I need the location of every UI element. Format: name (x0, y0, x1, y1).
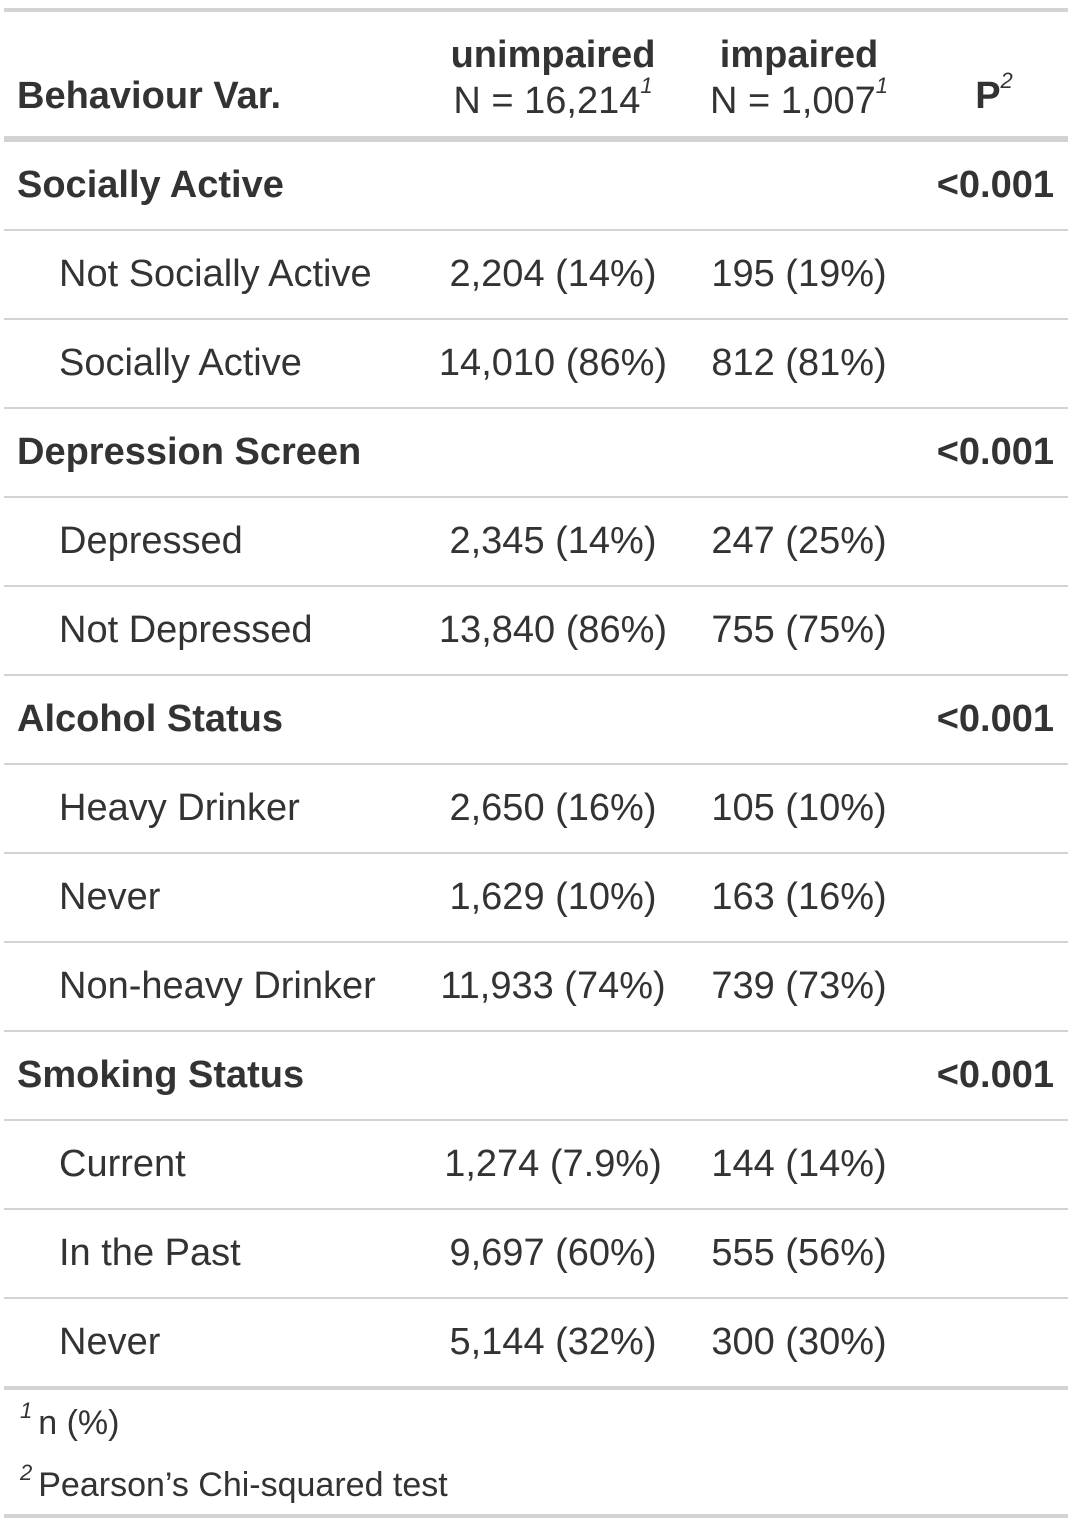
p-value-header: P2 (919, 70, 1069, 118)
level-label: Current (59, 1143, 186, 1185)
level-label: Not Depressed (59, 609, 313, 651)
footnote-text: n (%) (38, 1404, 120, 1442)
unimpaired-cell: 9,697 (60%) (449, 1232, 657, 1274)
p-value: <0.001 (936, 1054, 1054, 1096)
top-rule (4, 8, 1068, 12)
table-row: Heavy Drinker 2,650 (16%) 105 (10%) (4, 763, 1068, 852)
table-row: Current 1,274 (7.9%) 144 (14%) (4, 1119, 1068, 1208)
footnote-mark: 2 (1000, 68, 1013, 93)
impaired-cell: 812 (81%) (711, 342, 887, 384)
table-row: Non-heavy Drinker 11,933 (74%) 739 (73%) (4, 941, 1068, 1030)
impaired-cell: 247 (25%) (711, 520, 887, 562)
unimpaired-cell: 14,010 (86%) (438, 342, 668, 384)
level-label: In the Past (59, 1232, 241, 1274)
level-label: Not Socially Active (59, 253, 372, 295)
impaired-cell: 755 (75%) (711, 609, 887, 651)
table-row: Socially Active 14,010 (86%) 812 (81%) (4, 318, 1068, 407)
footnote-mark: 1 (20, 1398, 33, 1423)
footnote-mark: 2 (20, 1460, 33, 1485)
table-row: Not Depressed 13,840 (86%) 755 (75%) (4, 585, 1068, 674)
footnote-2: 2 Pearson’s Chi-squared test (20, 1462, 448, 1505)
variable-label: Depression Screen (17, 431, 362, 473)
table-row: In the Past 9,697 (60%) 555 (56%) (4, 1208, 1068, 1297)
label-column-header: Behaviour Var. (17, 75, 282, 117)
p-value: <0.001 (936, 431, 1054, 473)
table-body: Socially Active <0.001 Not Socially Acti… (4, 140, 1068, 1386)
impaired-cell: 300 (30%) (711, 1321, 887, 1363)
level-label: Socially Active (59, 342, 302, 384)
table-row: Depressed 2,345 (14%) 247 (25%) (4, 496, 1068, 585)
group-name: unimpaired (450, 34, 656, 76)
unimpaired-cell: 2,204 (14%) (449, 253, 657, 295)
unimpaired-cell: 13,840 (86%) (438, 609, 668, 651)
end-rule (4, 1514, 1068, 1518)
level-label: Depressed (59, 520, 243, 562)
table-row: Socially Active <0.001 (4, 140, 1068, 229)
level-label: Never (59, 1321, 161, 1363)
table-row: Never 1,629 (10%) 163 (16%) (4, 852, 1068, 941)
table-row: Smoking Status <0.001 (4, 1030, 1068, 1119)
group-n: N = 16,2141 (428, 75, 678, 124)
level-label: Never (59, 876, 161, 918)
impaired-cell: 105 (10%) (711, 787, 887, 829)
variable-label: Smoking Status (17, 1054, 305, 1096)
group-n: N = 1,0071 (679, 75, 919, 124)
impaired-cell: 739 (73%) (711, 965, 887, 1007)
p-label: P (975, 75, 1001, 117)
summary-table: Behaviour Var. unimpaired N = 16,2141 im… (4, 8, 1068, 1518)
p-value: <0.001 (936, 164, 1054, 206)
impaired-cell: 555 (56%) (711, 1232, 887, 1274)
footnote-mark: 1 (640, 73, 653, 98)
impaired-cell: 163 (16%) (711, 876, 887, 918)
table-row: Never 5,144 (32%) 300 (30%) (4, 1297, 1068, 1386)
group-header-unimpaired: unimpaired N = 16,2141 (428, 32, 678, 124)
group-n-text: N = 16,214 (453, 80, 641, 122)
unimpaired-cell: 11,933 (74%) (440, 965, 666, 1007)
header-rule (4, 136, 1068, 140)
variable-label: Alcohol Status (17, 698, 284, 740)
footnote-text: Pearson’s Chi-squared test (38, 1466, 448, 1504)
unimpaired-cell: 1,629 (10%) (449, 876, 657, 918)
level-label: Heavy Drinker (59, 787, 300, 829)
table-row: Depression Screen <0.001 (4, 407, 1068, 496)
impaired-cell: 144 (14%) (711, 1143, 887, 1185)
unimpaired-cell: 1,274 (7.9%) (444, 1143, 662, 1185)
footnote-mark: 1 (875, 73, 889, 98)
bottom-rule (4, 1386, 1068, 1390)
table-header: Behaviour Var. unimpaired N = 16,2141 im… (4, 12, 1068, 136)
group-name: impaired (719, 34, 879, 76)
p-value: <0.001 (936, 698, 1054, 740)
group-n-text: N = 1,007 (709, 80, 876, 122)
unimpaired-cell: 5,144 (32%) (449, 1321, 657, 1363)
unimpaired-cell: 2,345 (14%) (449, 520, 657, 562)
group-header-impaired: impaired N = 1,0071 (679, 32, 919, 124)
unimpaired-cell: 2,650 (16%) (449, 787, 657, 829)
impaired-cell: 195 (19%) (711, 253, 887, 295)
table-row: Alcohol Status <0.001 (4, 674, 1068, 763)
variable-label: Socially Active (17, 164, 284, 206)
level-label: Non-heavy Drinker (59, 965, 376, 1007)
table-row: Not Socially Active 2,204 (14%) 195 (19%… (4, 229, 1068, 318)
